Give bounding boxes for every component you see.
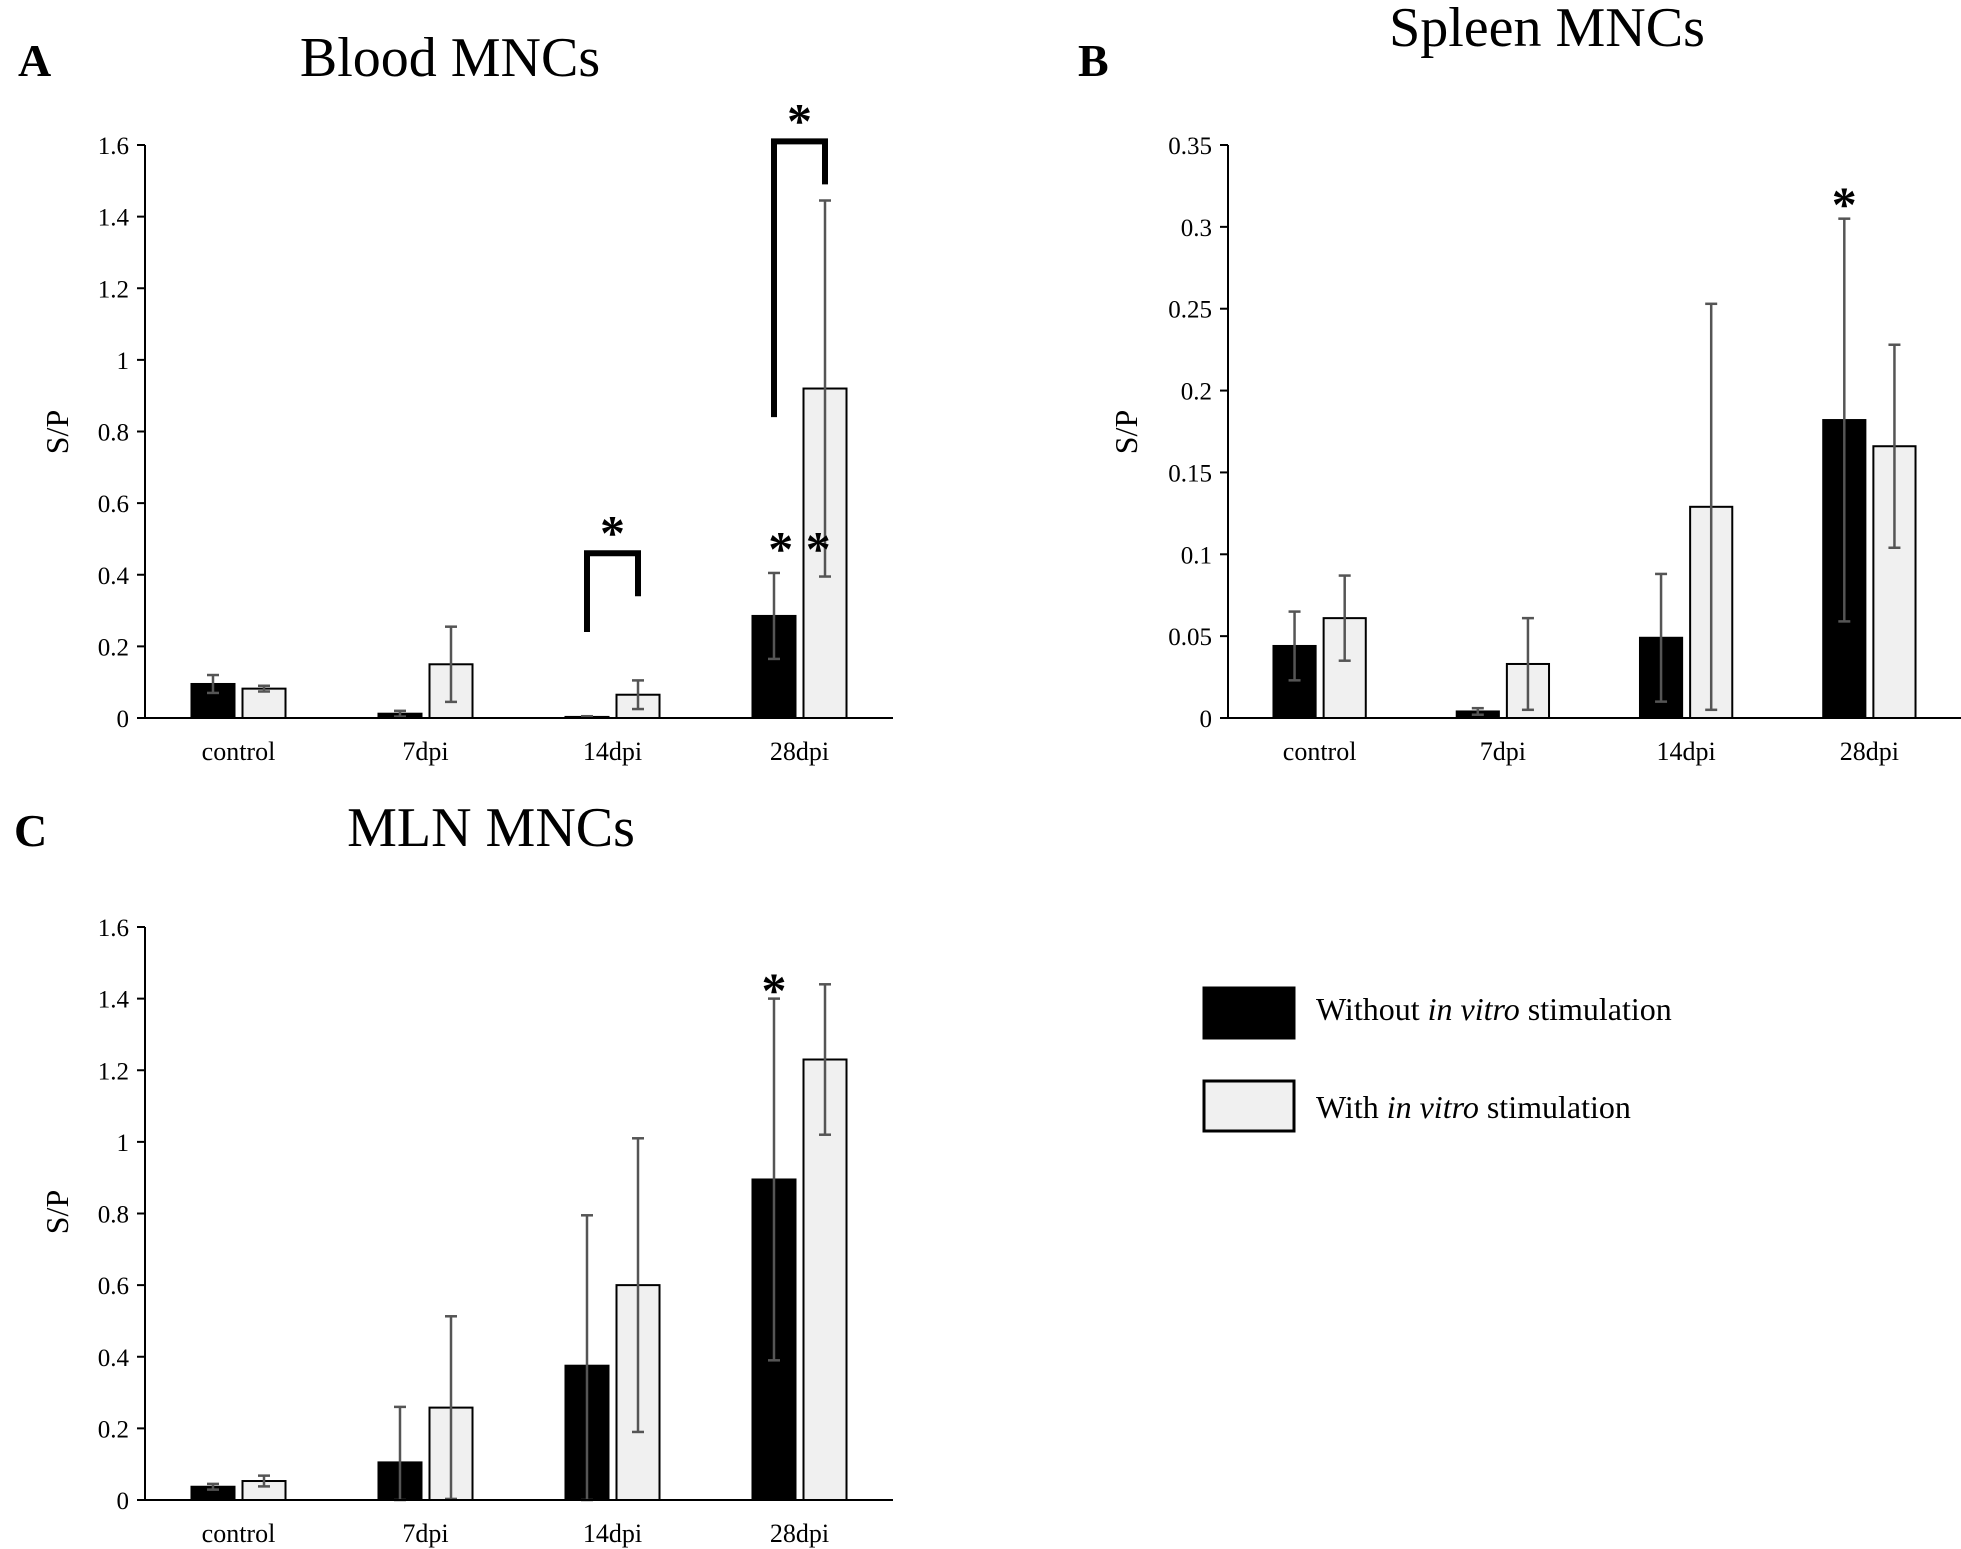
x-category-label-a: 7dpi [402,737,448,766]
y-tick-label-b: 0.2 [1181,379,1212,406]
x-category-label-c: 7dpi [402,1519,448,1548]
x-category-label-c: 14dpi [583,1519,642,1548]
y-tick-label-c: 1.4 [98,987,130,1014]
y-tick-label-c: 0 [117,1488,130,1515]
panel-letter-a: A [18,35,51,86]
plot-area-c: 0 0.2 0.4 0.6 0.8 1 1.2 1.4 1.6 control 7dpi 14dpi 2… [98,915,893,1548]
x-category-label-b: 7dpi [1480,737,1526,766]
error-bar-b-with-28dpi [1888,343,1901,549]
x-category-label-a: control [202,737,276,766]
legend-swatch-without [1202,986,1296,1040]
error-bar-a-without-control [206,673,219,695]
significance-star-a: * [787,92,812,148]
significance-star-a: * [600,504,625,560]
error-bar-b-without-control [1288,610,1301,682]
error-bar-b-without-28dpi [1838,217,1851,623]
y-tick-label-a: 1 [117,348,130,375]
error-bar-c-with-7dpi [445,1315,458,1501]
y-axis-label-c: S/P [39,1190,75,1234]
y-tick-label-a: 0.8 [98,420,129,447]
error-bar-b-without-14dpi [1655,572,1668,703]
y-tick-label-c: 1.6 [98,915,129,942]
y-tick-label-a: 1.4 [98,205,130,232]
legend: Without in vitro stimulation With in vit… [1202,986,1672,1133]
panel-a-blood-mncs: A Blood MNCs S/P 0 0.2 0.4 0.6 0.8 1 1.2 1.4 1.6… [18,27,893,766]
legend-label-without: Without in vitro stimulation [1316,991,1672,1027]
y-tick-label-a: 0.4 [98,563,130,590]
error-bar-c-with-14dpi [632,1137,645,1434]
y-tick-label-b: 0.35 [1168,133,1212,160]
error-bar-a-without-7dpi [393,709,406,718]
plot-area-a: 0 0.2 0.4 0.6 0.8 1 1.2 1.4 1.6 control 7dpi 14dpi 2… [98,92,893,766]
x-category-label-c: 28dpi [770,1519,829,1548]
y-tick-label-b: 0.1 [1181,542,1212,569]
x-category-label-b: 28dpi [1840,737,1899,766]
error-bar-a-with-control [258,684,271,693]
significance-star-b: * [1832,176,1857,232]
error-bar-b-without-7dpi [1471,706,1484,716]
error-bar-a-with-28dpi [819,199,832,578]
x-category-label-b: 14dpi [1657,737,1716,766]
significance-star-c: * [761,962,786,1018]
y-tick-label-a: 0 [117,706,130,733]
y-tick-label-b: 0.05 [1168,624,1212,651]
y-tick-label-a: 1.2 [98,276,129,303]
y-tick-label-b: 0 [1200,706,1213,733]
y-tick-label-a: 0.2 [98,634,129,661]
y-tick-label-c: 1.2 [98,1058,129,1085]
legend-label-with: With in vitro stimulation [1316,1089,1631,1125]
legend-item-without-stimulation: Without in vitro stimulation [1202,986,1672,1040]
error-bar-c-without-control [206,1482,219,1491]
error-bar-b-with-14dpi [1705,302,1718,712]
plot-area-b: 0 0.05 0.1 0.15 0.2 0.25 0.3 0.35 control 7dpi 14d… [1168,133,1961,766]
y-tick-label-a: 0.6 [98,491,129,518]
y-tick-label-b: 0.15 [1168,460,1212,487]
x-category-label-c: control [202,1519,276,1548]
chart-title-c: MLN MNCs [347,797,635,859]
y-tick-label-c: 0.6 [98,1273,129,1300]
panel-c-mln-mncs: C MLN MNCs S/P 0 0.2 0.4 0.6 0.8 1 1.2 1.4 1.6 co… [14,797,893,1548]
significance-bracket-a [770,138,829,418]
chart-title-b: Spleen MNCs [1389,0,1705,59]
y-tick-label-a: 1.6 [98,133,129,160]
y-tick-label-b: 0.3 [1181,215,1212,242]
y-tick-label-c: 1 [117,1130,130,1157]
error-bar-a-without-28dpi [767,571,780,661]
legend-item-with-stimulation: With in vitro stimulation [1202,1079,1631,1133]
x-category-label-b: control [1283,737,1357,766]
x-category-label-a: 28dpi [770,737,829,766]
panel-letter-b: B [1078,35,1109,86]
y-axis-label-b: S/P [1108,410,1144,454]
error-bar-c-with-28dpi [819,983,832,1136]
significance-star-a: * * [768,520,831,576]
significance-bracket-a [583,550,642,633]
error-bar-c-without-28dpi [767,997,780,1362]
bar-a-with-control [241,687,287,719]
error-bar-b-with-7dpi [1521,616,1534,712]
error-bar-b-with-control [1338,574,1351,662]
y-tick-label-c: 0.4 [98,1345,130,1372]
y-tick-label-b: 0.25 [1168,297,1212,324]
y-axis-label-a: S/P [39,410,75,454]
panel-b-spleen-mncs: B Spleen MNCs S/P 0 0.05 0.1 0.15 0.2 0.25 0.3… [1078,0,1961,766]
error-bar-a-with-14dpi [632,679,645,711]
legend-swatch-with [1202,1079,1296,1133]
chart-title-a: Blood MNCs [300,27,600,89]
y-tick-label-c: 0.2 [98,1416,129,1443]
error-bar-a-with-7dpi [445,625,458,704]
error-bar-c-with-control [258,1474,271,1488]
x-category-label-a: 14dpi [583,737,642,766]
panel-letter-c: C [14,805,47,856]
y-tick-label-c: 0.8 [98,1202,129,1229]
